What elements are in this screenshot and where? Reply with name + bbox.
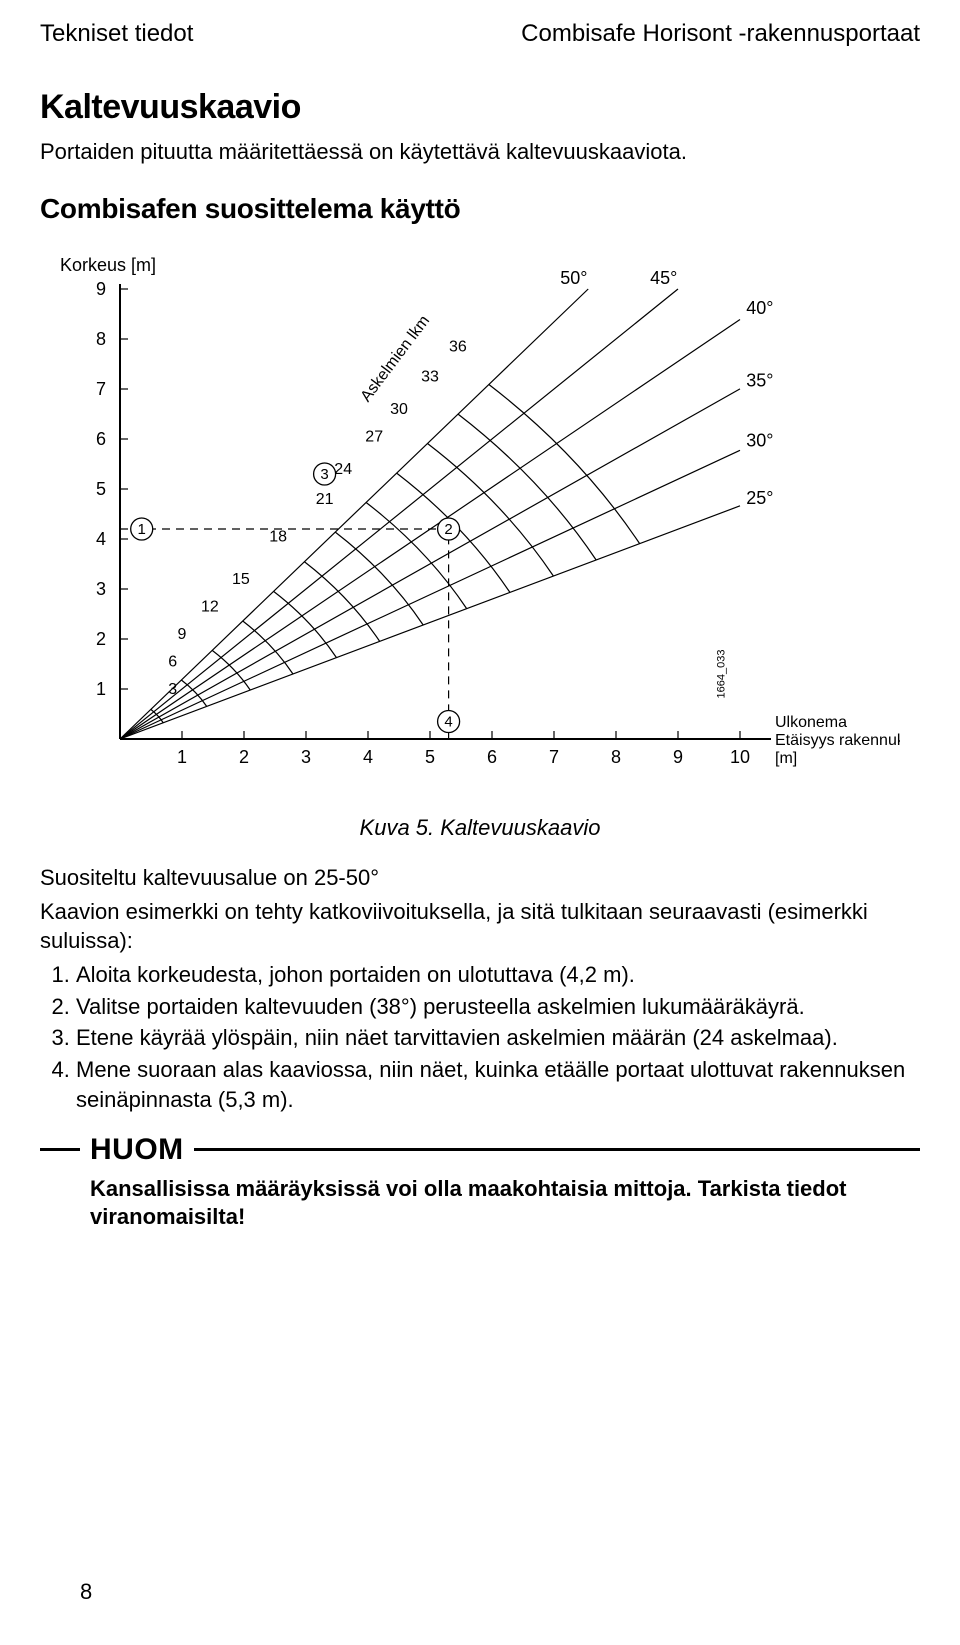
svg-text:8: 8 <box>96 329 106 349</box>
svg-text:Ulkonema: Ulkonema <box>775 714 847 731</box>
svg-text:12: 12 <box>201 599 219 616</box>
note-bar-left <box>40 1148 80 1151</box>
svg-text:3: 3 <box>96 579 106 599</box>
figure-caption: Kuva 5. Kaltevuuskaavio <box>40 815 920 841</box>
intro-text: Portaiden pituutta määritettäessä on käy… <box>40 139 920 165</box>
svg-text:6: 6 <box>487 747 497 767</box>
svg-text:1664_033: 1664_033 <box>716 650 728 699</box>
svg-text:[m]: [m] <box>775 750 797 767</box>
svg-text:2: 2 <box>239 747 249 767</box>
svg-text:18: 18 <box>269 529 287 546</box>
svg-text:5: 5 <box>96 479 106 499</box>
svg-text:33: 33 <box>421 369 439 386</box>
svg-text:7: 7 <box>96 379 106 399</box>
svg-text:36: 36 <box>449 339 467 356</box>
note-label: HUOM <box>90 1133 184 1167</box>
svg-text:4: 4 <box>363 747 373 767</box>
step-4: Mene suoraan alas kaaviossa, niin näet, … <box>76 1055 920 1114</box>
svg-text:30: 30 <box>390 401 408 418</box>
svg-text:25°: 25° <box>746 488 773 508</box>
section-title: Kaltevuuskaavio <box>40 88 920 127</box>
svg-text:9: 9 <box>673 747 683 767</box>
header-left: Tekniset tiedot <box>40 20 193 48</box>
svg-text:4: 4 <box>96 529 106 549</box>
svg-text:9: 9 <box>96 279 106 299</box>
svg-text:50°: 50° <box>560 268 587 288</box>
svg-text:9: 9 <box>178 626 187 643</box>
subheading: Combisafen suosittelema käyttö <box>40 193 920 225</box>
svg-text:2: 2 <box>444 521 452 538</box>
svg-text:7: 7 <box>549 747 559 767</box>
svg-text:30°: 30° <box>746 431 773 451</box>
svg-text:24: 24 <box>334 461 352 478</box>
svg-text:10: 10 <box>730 747 750 767</box>
svg-text:4: 4 <box>444 714 452 731</box>
example-intro: Kaavion esimerkki on tehty katkoviivoitu… <box>40 897 920 956</box>
steps-list: Aloita korkeudesta, johon portaiden on u… <box>76 960 920 1114</box>
svg-text:35°: 35° <box>746 371 773 391</box>
note-body: Kansallisissa määräyksissä voi olla maak… <box>90 1175 920 1232</box>
svg-text:Korkeus [m]: Korkeus [m] <box>60 255 156 275</box>
svg-text:1: 1 <box>96 679 106 699</box>
svg-text:1: 1 <box>177 747 187 767</box>
svg-text:15: 15 <box>232 571 250 588</box>
svg-text:3: 3 <box>301 747 311 767</box>
step-1: Aloita korkeudesta, johon portaiden on u… <box>76 960 920 990</box>
svg-text:45°: 45° <box>650 268 677 288</box>
svg-text:8: 8 <box>611 747 621 767</box>
svg-text:Askelmien lkm: Askelmien lkm <box>358 312 434 405</box>
svg-text:3: 3 <box>168 681 177 698</box>
recommended-range: Suositeltu kaltevuusalue on 25-50° <box>40 863 920 893</box>
note-bar-right <box>194 1148 920 1151</box>
page-number: 8 <box>80 1579 92 1605</box>
page-header: Tekniset tiedot Combisafe Horisont -rake… <box>40 20 920 48</box>
svg-text:21: 21 <box>316 491 334 508</box>
svg-text:1: 1 <box>138 521 146 538</box>
svg-text:2: 2 <box>96 629 106 649</box>
header-right: Combisafe Horisont -rakennusportaat <box>521 20 920 48</box>
svg-text:3: 3 <box>320 466 328 483</box>
incline-chart: 12345678912345678910Korkeus [m]25°30°35°… <box>40 239 900 805</box>
svg-text:40°: 40° <box>746 298 773 318</box>
svg-text:6: 6 <box>96 429 106 449</box>
step-2: Valitse portaiden kaltevuuden (38°) peru… <box>76 992 920 1022</box>
svg-text:27: 27 <box>365 429 383 446</box>
step-3: Etene käyrää ylöspäin, niin näet tarvitt… <box>76 1023 920 1053</box>
note-box: HUOM Kansallisissa määräyksissä voi olla… <box>40 1133 920 1232</box>
svg-text:6: 6 <box>168 654 177 671</box>
svg-text:5: 5 <box>425 747 435 767</box>
svg-text:Etäisyys rakennuksesta: Etäisyys rakennuksesta <box>775 732 900 749</box>
